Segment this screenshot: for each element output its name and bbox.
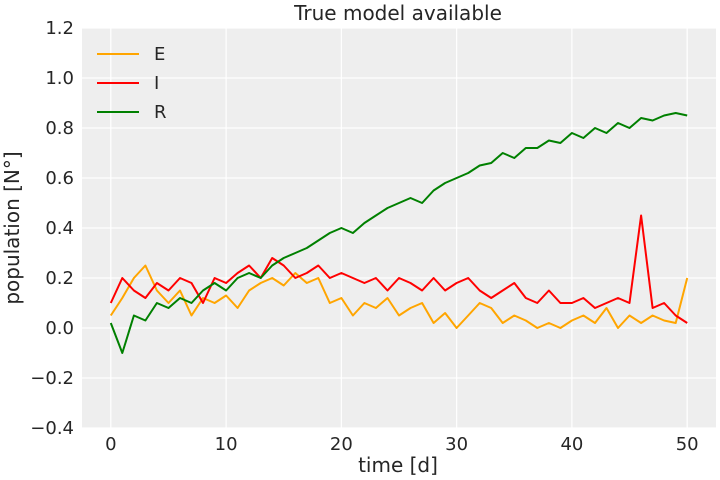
legend-label-r: R <box>154 102 167 123</box>
grid <box>82 27 716 429</box>
x-tick-label: 20 <box>330 434 353 455</box>
legend-label-e: E <box>154 44 165 65</box>
x-tick-label: 50 <box>676 434 699 455</box>
y-tick-label: 0.6 <box>45 168 74 189</box>
y-axis-label: population [N°] <box>0 151 24 304</box>
x-axis-label: time [d] <box>358 453 438 477</box>
y-tick-label: 0.2 <box>45 268 74 289</box>
x-tick-label: 40 <box>560 434 583 455</box>
y-tick-label: 1.2 <box>45 18 74 39</box>
legend-label-i: I <box>154 73 159 94</box>
y-tick-label: −0.4 <box>30 418 74 439</box>
legend: EIR <box>97 44 167 123</box>
series-line-r <box>109 112 688 354</box>
chart-title: True model available <box>293 1 502 25</box>
x-axis-ticks: 0 10 20 30 40 50 <box>105 434 699 455</box>
y-axis-ticks: −0.4 −0.2 0.0 0.2 0.4 0.6 0.8 1.0 1.2 <box>30 18 74 439</box>
x-tick-label: 10 <box>215 434 238 455</box>
y-tick-label: 1.0 <box>45 68 74 89</box>
series-line-i <box>109 214 688 324</box>
x-tick-label: 30 <box>445 434 468 455</box>
y-tick-label: −0.2 <box>30 368 74 389</box>
y-tick-label: 0.4 <box>45 218 74 239</box>
x-tick-label: 0 <box>105 434 116 455</box>
y-tick-label: 0.0 <box>45 318 74 339</box>
series-lines <box>109 112 689 354</box>
series-line-e <box>109 264 689 329</box>
y-tick-label: 0.8 <box>45 118 74 139</box>
